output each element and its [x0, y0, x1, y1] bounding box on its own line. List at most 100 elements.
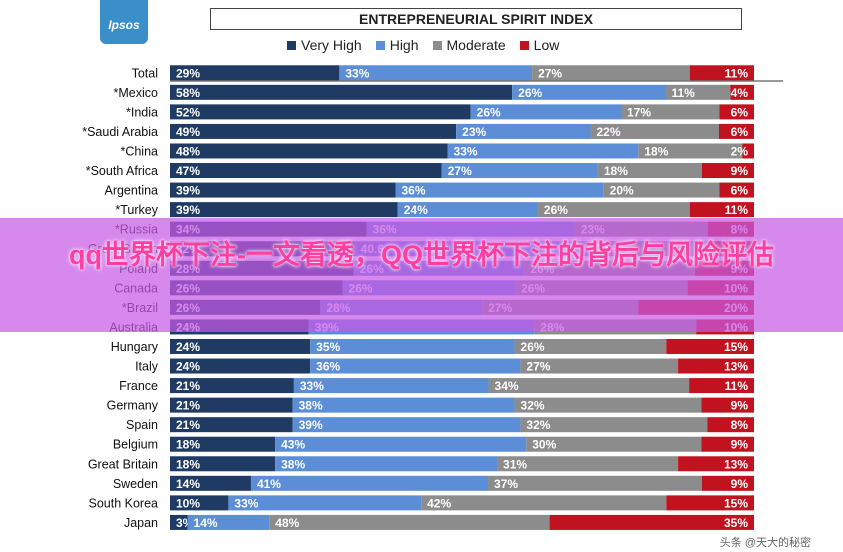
data-label-very-high: 39%	[176, 203, 200, 217]
category-label: *China	[120, 144, 158, 158]
data-label-moderate: 32%	[526, 418, 550, 432]
data-label-low: 15%	[724, 340, 748, 354]
category-label: *South Africa	[86, 164, 158, 178]
legend-item-moderate: Moderate	[432, 37, 506, 53]
data-label-high: 38%	[299, 399, 323, 413]
data-label-very-high: 49%	[176, 125, 200, 139]
category-label: *Saudi Arabia	[82, 125, 158, 139]
bar-segment-high	[441, 163, 598, 179]
bar-segment-high	[512, 84, 666, 100]
data-label-low: 6%	[731, 125, 749, 139]
data-label-very-high: 39%	[176, 184, 200, 198]
bar-segment-very-high	[170, 514, 188, 530]
bar-segment-high	[187, 514, 270, 530]
bar-segment-low	[719, 182, 754, 198]
bar-segment-moderate	[520, 417, 708, 433]
data-label-high: 39%	[299, 418, 323, 432]
bar-segment-high	[228, 495, 422, 511]
watermark-text: 头条 @天大的秘密	[719, 537, 811, 549]
bar-segment-high	[447, 143, 639, 159]
bar-segment-very-high	[170, 65, 340, 81]
legend-swatch-high	[375, 40, 385, 50]
bar-segment-high	[456, 123, 591, 139]
bar-segment-moderate	[514, 397, 702, 413]
bar-segment-very-high	[170, 143, 448, 159]
data-label-high: 38%	[281, 457, 305, 471]
category-label: South Korea	[89, 496, 159, 510]
bar-segment-very-high	[170, 397, 293, 413]
bar-segment-very-high	[170, 104, 471, 120]
bar-segment-low	[678, 456, 754, 472]
data-label-high: 26%	[518, 86, 542, 100]
data-label-low: 6%	[731, 184, 749, 198]
category-label: France	[119, 379, 158, 393]
promo-overlay-text: qq世界杯下注-一文看透，QQ世界杯下注的背后与风险评估	[69, 240, 774, 270]
bar-segment-very-high	[170, 123, 457, 139]
data-label-low: 2%	[731, 144, 749, 158]
data-label-low: 6%	[731, 105, 749, 119]
bar-segment-very-high	[170, 436, 276, 452]
data-label-moderate: 32%	[521, 399, 545, 413]
data-label-very-high: 21%	[176, 418, 200, 432]
data-label-very-high: 21%	[176, 399, 200, 413]
data-label-high: 33%	[345, 66, 369, 80]
bar-segment-moderate	[497, 456, 679, 472]
data-label-high: 27%	[448, 164, 472, 178]
data-label-high: 24%	[404, 203, 428, 217]
legend-swatch-low	[519, 40, 529, 50]
data-label-high: 35%	[316, 340, 340, 354]
data-label-moderate: 26%	[521, 340, 545, 354]
bar-segment-very-high	[170, 417, 293, 433]
category-label: *Turkey	[115, 203, 158, 217]
bar-segment-very-high	[170, 84, 513, 100]
data-label-moderate: 31%	[503, 457, 527, 471]
legend-label-high: High	[389, 37, 419, 53]
bar-segment-low	[701, 475, 754, 491]
bar-segment-very-high	[170, 475, 251, 491]
bar-segment-very-high	[170, 202, 398, 218]
data-label-low: 11%	[725, 379, 749, 393]
category-label: Japan	[124, 516, 158, 530]
data-label-very-high: 10%	[176, 496, 200, 510]
legend-item-high: High	[375, 37, 419, 53]
legend-swatch-moderate	[432, 40, 442, 50]
bar-segment-very-high	[170, 378, 294, 394]
category-label: Hungary	[111, 340, 159, 354]
bar-segment-high	[292, 417, 521, 433]
bar-segment-low	[549, 514, 754, 530]
bar-segment-low	[701, 163, 754, 179]
category-label: Total	[132, 66, 158, 80]
data-label-moderate: 48%	[275, 516, 299, 530]
legend-label-very-high: Very High	[301, 37, 362, 53]
data-label-moderate: 17%	[627, 105, 651, 119]
bar-segment-high	[292, 397, 515, 413]
bar-segment-moderate	[638, 143, 743, 159]
bar-segment-high	[275, 456, 498, 472]
data-label-low: 11%	[725, 66, 749, 80]
bar-segment-low	[689, 65, 754, 81]
data-label-very-high: 29%	[176, 66, 200, 80]
bar-segment-moderate	[488, 475, 702, 491]
bar-segment-high	[470, 104, 622, 120]
data-label-moderate: 30%	[532, 438, 556, 452]
data-label-high: 41%	[257, 477, 281, 491]
bar-segment-high	[310, 338, 515, 354]
bar-segment-very-high	[170, 163, 442, 179]
ipsos-logo: Ipsos	[100, 0, 148, 44]
category-label: *Mexico	[114, 86, 159, 100]
category-label: Belgium	[113, 438, 158, 452]
bar-segment-moderate	[488, 378, 690, 394]
data-label-moderate: 37%	[494, 477, 518, 491]
data-label-high: 23%	[462, 125, 486, 139]
legend-label-moderate: Moderate	[446, 37, 506, 53]
bar-segment-very-high	[170, 182, 396, 198]
data-label-low: 8%	[731, 418, 749, 432]
bar-segment-low	[678, 358, 754, 374]
bar-segment-very-high	[170, 358, 311, 374]
bar-segment-high	[397, 202, 538, 218]
logo-text: Ipsos	[108, 18, 140, 32]
bar-segment-low	[666, 495, 754, 511]
data-label-low: 9%	[731, 438, 749, 452]
bar-segment-moderate	[514, 338, 667, 354]
bar-segment-moderate	[665, 84, 731, 100]
